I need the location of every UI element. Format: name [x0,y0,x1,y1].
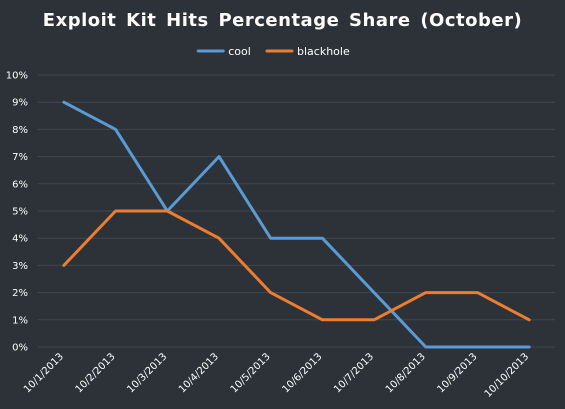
y-tick-label: 9% [12,98,28,109]
x-tick-label: 10/1/2013 [22,351,66,395]
x-tick-label: 10/10/2013 [483,351,532,400]
x-tick-label: 10/7/2013 [332,351,376,395]
chart-title: Exploit Kit Hits Percentage Share (Octob… [42,10,523,31]
legend-label-cool: cool [228,45,251,58]
x-tick-label: 10/9/2013 [436,351,480,395]
y-tick-label: 7% [12,152,28,163]
y-tick-label: 3% [12,261,28,272]
series-line-cool [62,100,531,349]
y-tick-label: 10% [6,71,28,82]
legend-label-blackhole: blackhole [297,45,350,58]
y-tick-label: 4% [12,234,28,245]
y-tick-label: 8% [12,125,28,136]
x-tick-label: 10/5/2013 [229,351,273,395]
x-tick-label: 10/8/2013 [384,351,428,395]
y-axis-tick-labels: 0% 1% 2% 3% 4% 5% 6% 7% 8% 9% 10% [6,71,28,354]
y-tick-label: 1% [12,315,28,326]
legend: cool blackhole [196,45,350,58]
y-tick-label: 0% [12,343,28,354]
x-tick-label: 10/6/2013 [280,351,324,395]
series-line-blackhole [62,209,531,322]
y-tick-label: 6% [12,179,28,190]
series-lines [62,100,531,349]
y-tick-label: 5% [12,207,28,218]
x-axis-tick-labels: 10/1/2013 10/2/2013 10/3/2013 10/4/2013 10/5… [22,351,531,400]
x-tick-label: 10/4/2013 [177,351,221,395]
x-tick-label: 10/2/2013 [74,351,118,395]
x-tick-label: 10/3/2013 [125,351,169,395]
y-tick-label: 2% [12,288,28,299]
